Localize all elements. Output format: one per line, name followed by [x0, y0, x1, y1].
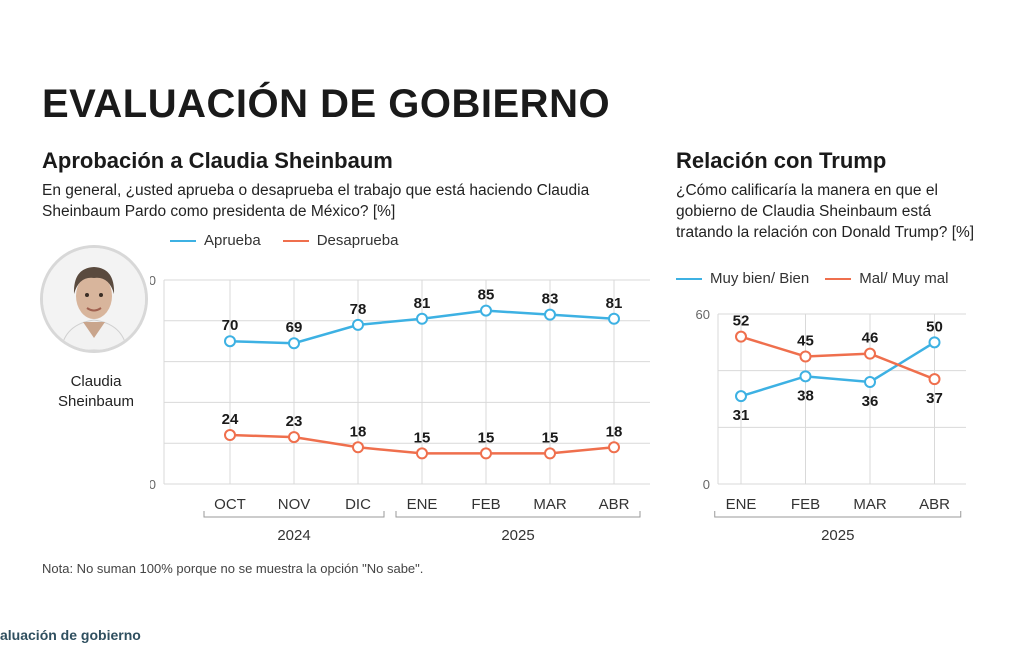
data-point [416, 312, 428, 325]
data-point [735, 390, 747, 403]
note: Nota: No suman 100% porque no se muestra… [42, 561, 424, 576]
legend-swatch-blue [676, 277, 702, 280]
data-point [799, 350, 812, 363]
series-line-1 [740, 335, 935, 381]
legend-swatch-orange [282, 239, 309, 242]
data-point [480, 447, 492, 460]
data-point [352, 318, 364, 331]
series-line-0 [740, 341, 936, 398]
year-bracket [203, 511, 385, 518]
trump-title: Relación con Trump [676, 148, 887, 173]
data-point [735, 330, 747, 343]
trump-question: ¿Cómo calificaría la manera en que el go… [676, 182, 975, 241]
x-tick-label: NOV [278, 496, 311, 513]
x-tick-label: MAR [533, 496, 567, 513]
data-label: 18 [350, 423, 367, 440]
main-title: EVALUACIÓN DE GOBIERNO [42, 82, 611, 126]
data-point [544, 308, 556, 321]
data-label: 18 [606, 423, 623, 440]
year-label: 2024 [277, 527, 310, 544]
data-point [416, 447, 428, 460]
data-point [608, 312, 620, 325]
data-label: 38 [797, 387, 814, 404]
x-tick-label: ENE [407, 496, 438, 513]
legend-item-aprueba: Aprueba [170, 232, 261, 249]
year-bracket [714, 511, 962, 518]
data-label: 37 [926, 390, 943, 407]
data-point [928, 336, 941, 349]
data-label: 24 [222, 411, 239, 428]
data-point [480, 304, 492, 317]
x-tick-label: ABR [919, 496, 950, 513]
y-tick-label: 0 [703, 477, 710, 492]
year-label: 2025 [501, 527, 534, 544]
year-label: 2025 [821, 527, 854, 544]
data-label: 83 [542, 291, 559, 308]
x-tick-label: FEB [791, 496, 820, 513]
data-point [799, 370, 812, 383]
legend-label-muy-bien: Muy bien/ Bien [710, 270, 810, 287]
trump-chart: 0 60 ENE FEB MAR ABR 2025 31 38 36 50 52 45 46 37 [696, 307, 966, 544]
legend-label-desaprueba: Desaprueba [316, 232, 399, 249]
data-label: 50 [926, 318, 943, 335]
data-point [224, 335, 236, 348]
x-tick-label: DIC [345, 496, 371, 513]
legend-label-mal: Mal/ Muy mal [859, 270, 949, 287]
data-label: 81 [606, 295, 623, 312]
legend-label-aprueba: Aprueba [204, 232, 261, 249]
approval-title: Aprobación a Claudia Sheinbaum [42, 148, 393, 173]
year-bracket [395, 511, 641, 518]
data-point [288, 337, 300, 350]
data-label: 45 [797, 333, 814, 350]
data-label: 69 [286, 319, 303, 336]
data-label: 15 [414, 429, 431, 446]
x-tick-label: OCT [214, 496, 246, 513]
x-tick-label: ENE [726, 496, 757, 513]
data-label: 85 [478, 287, 495, 304]
legend-item-desaprueba: Desaprueba [282, 232, 399, 249]
data-point [864, 347, 876, 360]
data-point [928, 373, 941, 386]
x-tick-label: FEB [471, 496, 500, 513]
data-label: 46 [862, 330, 879, 347]
data-label: 52 [733, 313, 750, 330]
data-point [288, 431, 300, 444]
data-point [608, 441, 620, 454]
data-label: 15 [478, 429, 495, 446]
approval-legend: Aprueba Desaprueba [170, 232, 420, 249]
data-label: 31 [733, 407, 750, 424]
data-label: 36 [862, 393, 879, 410]
portrait-icon [40, 245, 148, 353]
data-label: 81 [414, 295, 431, 312]
data-point [224, 429, 236, 442]
legend-item-mal: Mal/ Muy mal [825, 270, 948, 287]
y-tick-label: 100 [150, 273, 156, 288]
data-label: 78 [350, 301, 367, 318]
approval-question: En general, ¿usted aprueba o desaprueba … [42, 182, 590, 220]
legend-swatch-blue [170, 239, 196, 242]
data-label: 70 [222, 317, 239, 334]
x-tick-label: MAR [853, 496, 887, 513]
data-label: 23 [286, 413, 303, 430]
approval-chart: 0 100 OCT NOV DIC ENE FEB MAR ABR 2024 2025 70 69 78 8… [150, 273, 650, 544]
photo-name: Claudia Sheinbaum [58, 373, 134, 410]
legend-item-muy-bien: Muy bien/ Bien [676, 270, 809, 287]
x-tick-label: ABR [599, 496, 630, 513]
trump-legend: Muy bien/ Bien Mal/ Muy mal [676, 270, 948, 287]
data-point [352, 441, 364, 454]
data-point [864, 376, 876, 388]
legend-swatch-orange [825, 277, 852, 280]
data-point [544, 447, 556, 460]
y-tick-label: 0 [150, 477, 156, 492]
data-label: 15 [542, 429, 559, 446]
y-tick-label: 60 [696, 307, 710, 322]
footer-label: aluación de gobierno [0, 627, 141, 643]
